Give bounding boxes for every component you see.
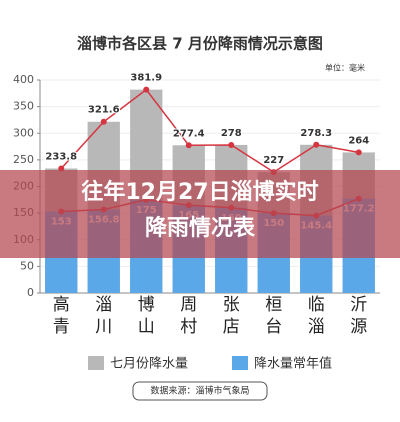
x-tick-char: 高: [53, 295, 70, 315]
x-tick-char: 淄: [308, 317, 325, 337]
overlay-text: 往年12月27日淄博实时: [81, 179, 318, 205]
chart-title: 淄博市各区县 7 月份降雨情况示意图: [77, 35, 323, 53]
x-tick-char: 周: [180, 295, 197, 315]
value-label: 264: [348, 135, 369, 146]
x-tick-char: 博: [138, 295, 155, 315]
legend-label: 七月份降水量: [110, 357, 188, 372]
x-tick-label: 博山: [138, 295, 155, 337]
legend-swatch: [232, 356, 248, 370]
x-tick-char: 临: [308, 295, 325, 315]
value-label: 278: [221, 128, 242, 139]
y-tick-label: 50: [20, 259, 34, 272]
point: [143, 86, 150, 93]
overlay-text: 降雨情况表: [145, 215, 256, 241]
source-box: [132, 381, 268, 401]
x-tick-char: 桓: [265, 295, 282, 315]
y-tick-label: 400: [13, 73, 34, 86]
y-tick-label: 300: [13, 126, 34, 139]
x-tick-char: 台: [265, 317, 282, 337]
point: [313, 141, 320, 148]
point: [100, 118, 107, 125]
x-tick-label: 淄川: [95, 295, 112, 337]
y-tick-label: 0: [27, 286, 34, 299]
y-tick-label: 250: [13, 153, 34, 166]
x-tick-label: 周村: [180, 295, 197, 337]
x-tick-char: 村: [180, 317, 197, 337]
x-tick-char: 川: [95, 317, 112, 337]
overlay-banner: [0, 170, 400, 258]
point: [185, 142, 192, 149]
x-tick-label: 沂源: [350, 295, 367, 337]
trend-line: [60, 88, 359, 174]
x-tick-label: 张店: [223, 295, 240, 337]
point: [355, 149, 362, 156]
x-tick-char: 张: [223, 295, 240, 315]
x-tick-char: 山: [138, 317, 155, 337]
value-label: 381.9: [130, 73, 162, 84]
source-label: 数据来源：淄博市气象局: [150, 385, 249, 397]
value-label: 321.6: [88, 105, 120, 116]
x-tick-char: 淄: [95, 295, 112, 315]
legend-swatch: [88, 356, 104, 370]
legend-label: 降水量常年值: [254, 356, 332, 372]
x-tick-label: 临淄: [308, 295, 325, 337]
value-label: 278.3: [300, 128, 332, 139]
x-tick-char: 青: [53, 317, 70, 337]
x-tick-char: 沂: [350, 295, 367, 315]
x-tick-label: 桓台: [265, 295, 282, 337]
x-tick-char: 店: [223, 317, 240, 337]
x-tick-char: 源: [350, 317, 367, 337]
x-tick-label: 高青: [53, 295, 70, 337]
point: [228, 141, 235, 148]
value-label: 233.8: [45, 152, 77, 163]
unit-label: 单位：毫米: [325, 63, 365, 73]
value-label: 227: [263, 155, 284, 166]
value-label: 277.4: [173, 128, 205, 139]
y-tick-label: 350: [13, 100, 34, 113]
